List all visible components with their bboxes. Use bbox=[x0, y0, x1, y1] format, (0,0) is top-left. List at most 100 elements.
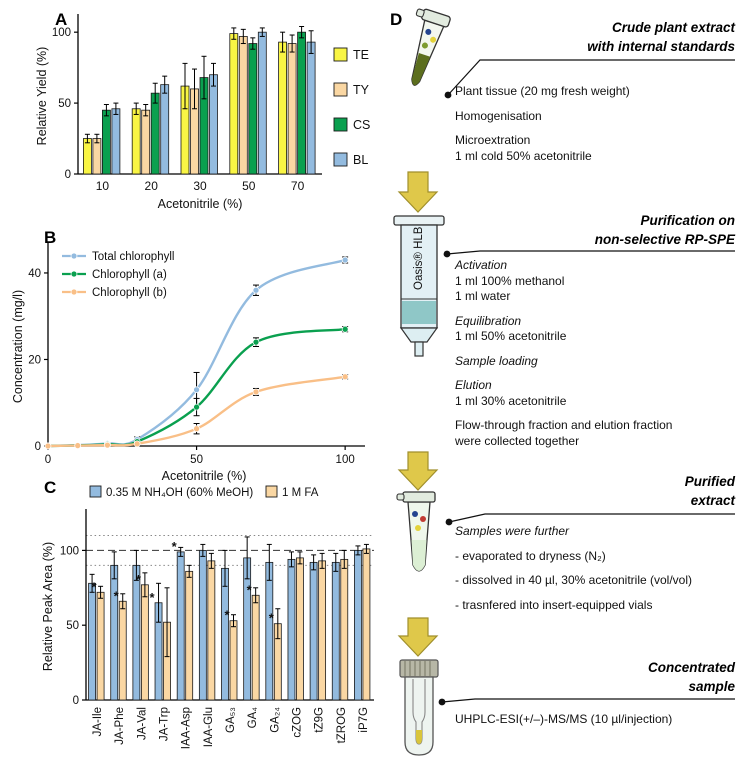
step-group: UHPLC-ESI(+/–)-MS/MS (10 µl/injection) bbox=[455, 712, 737, 728]
category-label: JA-Ile bbox=[92, 707, 104, 736]
category-label: iP7G bbox=[358, 707, 370, 733]
data-point-Chlorophyll (b) bbox=[252, 388, 260, 396]
legend-swatch-0.35 M NH₄OH (60% MeOH) bbox=[89, 485, 102, 498]
bar-BL-20 bbox=[160, 84, 170, 175]
bar-BL-50 bbox=[257, 31, 267, 175]
connector-line bbox=[448, 513, 735, 523]
crude-extract-tube-icon bbox=[411, 8, 451, 86]
legend-label: CS bbox=[353, 118, 370, 132]
x-axis-label: Acetonitrile (%) bbox=[158, 197, 243, 211]
category-label: 50 bbox=[242, 179, 256, 193]
bar-TY-10 bbox=[92, 138, 102, 175]
data-point-Total chlorophyll bbox=[252, 286, 260, 294]
x-tick-label: 100 bbox=[336, 454, 355, 466]
down-arrow-icon bbox=[397, 617, 439, 657]
x-axis-label: Acetonitrile (%) bbox=[162, 469, 247, 483]
down-arrow-icon bbox=[397, 171, 439, 213]
significance-asterisk: * bbox=[149, 590, 155, 605]
category-label: IAA-Glu bbox=[203, 707, 215, 747]
panel-a-label: A bbox=[55, 10, 68, 29]
category-label: 30 bbox=[193, 179, 207, 193]
category-label: JA-Trp bbox=[159, 707, 171, 741]
step-group: - dissolved in 40 µl, 30% acetonitrile (… bbox=[455, 573, 737, 589]
bar-1 M FA-GA₄ bbox=[251, 594, 260, 701]
purified-extract-tube-icon bbox=[396, 491, 436, 572]
step-line: 1 ml 100% methanol bbox=[455, 273, 565, 288]
significance-asterisk: * bbox=[136, 572, 142, 587]
step-line: Sample loading bbox=[455, 353, 538, 368]
bar-CS-50 bbox=[248, 43, 258, 175]
bar-0.35 M NH₄OH (60% MeOH)-JA-Ile bbox=[88, 582, 96, 701]
step-line: Activation bbox=[455, 258, 508, 272]
panel-b-line-chart: 0 20 40 0 50 100 Acetonitrile (%) Concentration… bbox=[11, 242, 365, 483]
bar-0.35 M NH₄OH (60% MeOH)-GA₂₄ bbox=[265, 561, 274, 701]
data-point-Chlorophyll (b) bbox=[193, 425, 200, 433]
y-tick-label: 0 bbox=[35, 441, 41, 453]
y-tick-label: 20 bbox=[28, 354, 41, 366]
stage-title-purified-extract: Purified extract bbox=[684, 474, 735, 508]
step-group: Activation 1 ml 100% methanol 1 ml water bbox=[455, 258, 735, 305]
y-tick-label: 0 bbox=[73, 695, 79, 707]
bar-0.35 M NH₄OH (60% MeOH)-GA₅₃ bbox=[221, 567, 229, 701]
legend-swatch-TE bbox=[333, 47, 348, 62]
panel-d-label: D bbox=[390, 10, 403, 29]
bar-1 M FA-IAA-Asp bbox=[185, 570, 194, 701]
step-group: Microextration 1 ml cold 50% acetonitrile bbox=[455, 133, 735, 164]
bar-0.35 M NH₄OH (60% MeOH)-IAA-Asp bbox=[176, 551, 185, 701]
step-group: Samples were further bbox=[455, 524, 737, 540]
bar-TY-20 bbox=[141, 109, 151, 175]
category-label: GA₂₄ bbox=[269, 707, 281, 733]
significance-asterisk: * bbox=[269, 611, 275, 626]
y-tick-label: 100 bbox=[60, 545, 79, 557]
spe-column-label: Oasis® HLB bbox=[413, 226, 425, 290]
x-tick-label: 0 bbox=[45, 454, 51, 466]
bar-0.35 M NH₄OH (60% MeOH)-JA-Phe bbox=[110, 564, 119, 701]
category-label: 20 bbox=[145, 179, 159, 193]
down-arrow-icon bbox=[397, 451, 439, 491]
step-line: Elution bbox=[455, 378, 492, 392]
bar-1 M FA-cZOG bbox=[296, 557, 304, 701]
step-line: Homogenisation bbox=[455, 108, 542, 123]
step-line: Plant tissue (20 mg fresh weight) bbox=[455, 84, 630, 98]
legend-label: TY bbox=[353, 83, 370, 97]
step-line: Equilibration bbox=[455, 313, 522, 328]
step-line: Samples were further bbox=[455, 524, 570, 538]
bar-BL-70 bbox=[306, 41, 316, 175]
step-line: 1 ml 50% acetonitrile bbox=[455, 329, 567, 343]
step-line: - dissolved in 40 µl, 30% acetonitrile (… bbox=[455, 573, 693, 587]
connector-dots bbox=[438, 91, 453, 706]
connector-line bbox=[446, 250, 735, 255]
bar-1 M FA-JA-Val bbox=[140, 584, 149, 701]
y-tick-label: 100 bbox=[52, 27, 71, 39]
connector-line bbox=[447, 59, 735, 96]
step-line: Microextration bbox=[455, 133, 531, 147]
bar-CS-20 bbox=[150, 92, 160, 175]
legend-swatch-BL bbox=[333, 152, 348, 167]
step-group: Equilibration 1 ml 50% acetonitrile bbox=[455, 314, 735, 345]
category-label: 70 bbox=[291, 179, 305, 193]
data-point-Chlorophyll (a) bbox=[341, 325, 349, 333]
x-tick-label: 50 bbox=[190, 454, 203, 466]
legend-swatch-TY bbox=[333, 82, 348, 97]
bar-TY-70 bbox=[287, 43, 297, 175]
stage-steps-purification: Activation 1 ml 100% methanol 1 ml water Eq… bbox=[455, 258, 735, 458]
bar-1 M FA-JA-Ile bbox=[96, 591, 105, 701]
bar-BL-30 bbox=[209, 74, 218, 175]
bar-1 M FA-GA₅₃ bbox=[229, 620, 238, 701]
step-line: 1 ml 30% acetonitrile bbox=[455, 393, 567, 408]
legend-label: 1 M FA bbox=[282, 487, 319, 499]
connector-line bbox=[441, 698, 735, 703]
bar-1 M FA-tZ9G bbox=[318, 560, 327, 701]
category-label: IAA-Asp bbox=[181, 707, 193, 749]
category-label: JA-Val bbox=[136, 707, 148, 740]
y-tick-label: 40 bbox=[28, 268, 41, 280]
legend-swatch-1 M FA bbox=[265, 485, 278, 498]
data-point-Chlorophyll (b) bbox=[133, 440, 141, 448]
panel-c-bar-chart: 0 50 100 * JA-Ile * JA-Phe * JA-Val * JA-Trp * IAA-A… bbox=[41, 485, 374, 749]
stage-steps-crude-extract: Plant tissue (20 mg fresh weight) Homogen… bbox=[455, 84, 735, 173]
bar-TY-50 bbox=[238, 36, 248, 175]
data-point-Chlorophyll (b) bbox=[104, 441, 111, 449]
spe-column-icon: Oasis® HLB bbox=[393, 215, 445, 357]
step-group: Plant tissue (20 mg fresh weight) bbox=[455, 84, 735, 100]
